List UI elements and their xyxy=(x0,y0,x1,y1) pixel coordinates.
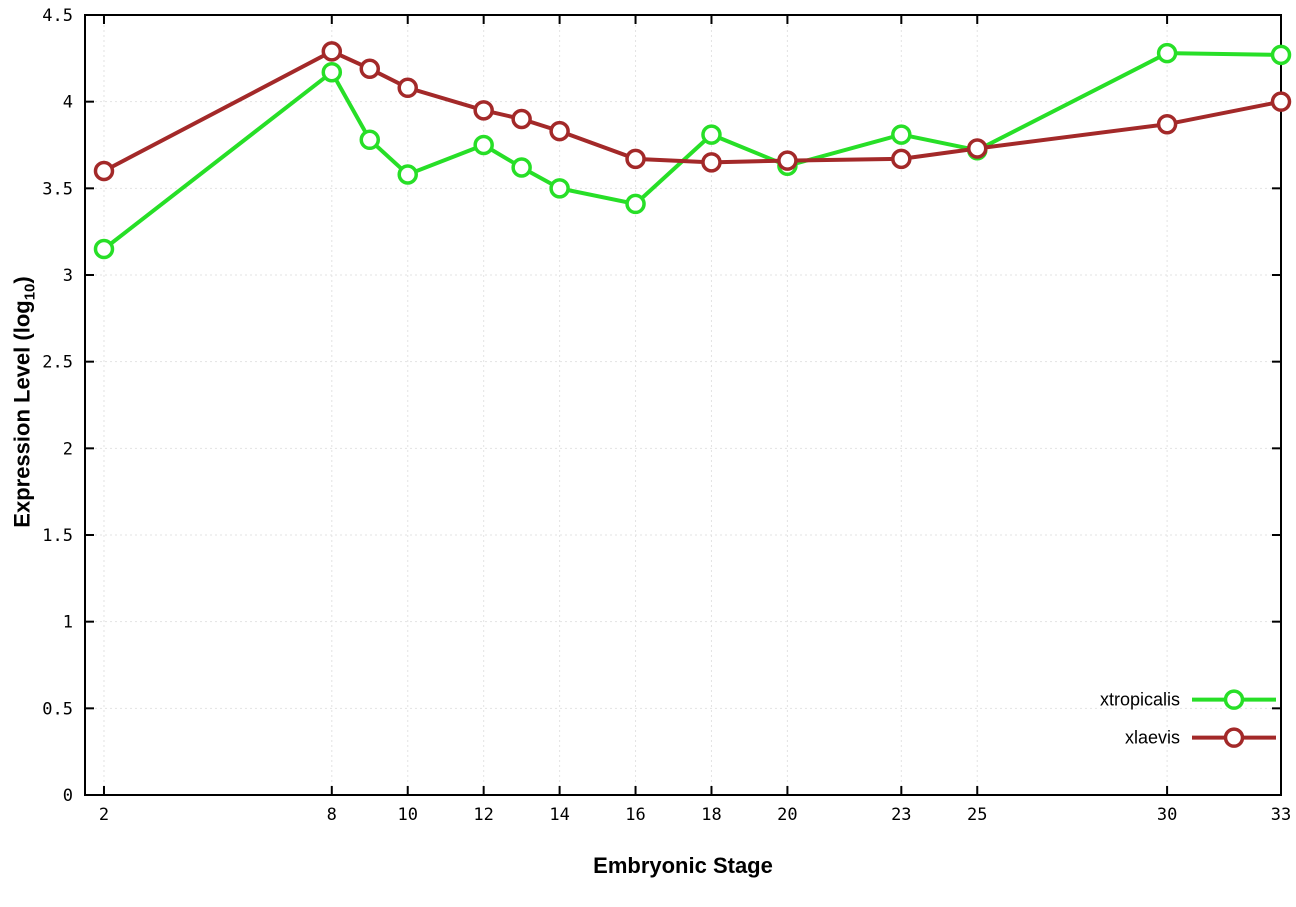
y-tick-label: 3.5 xyxy=(42,179,73,199)
data-point-xlaevis xyxy=(359,58,381,79)
data-point-xtropicalis xyxy=(891,124,912,145)
data-point-xlaevis xyxy=(1156,113,1178,135)
data-point-xtropicalis xyxy=(549,178,570,199)
y-tick-label: 3 xyxy=(63,266,73,286)
data-point-xtropicalis xyxy=(625,193,646,215)
x-tick-label: 2 xyxy=(99,805,109,825)
y-tick-label: 1 xyxy=(63,613,73,633)
data-point-xtropicalis xyxy=(701,124,722,145)
x-tick-label: 25 xyxy=(967,805,987,825)
data-point-xlaevis xyxy=(511,108,532,130)
y-axis-title-subscript: 10 xyxy=(21,283,39,301)
data-point-xlaevis xyxy=(891,148,912,170)
y-tick-label: 4 xyxy=(63,93,73,113)
data-point-xlaevis xyxy=(967,138,988,159)
legend-label-xlaevis: xlaevis xyxy=(1125,728,1180,748)
data-point-xtropicalis xyxy=(397,164,418,185)
x-tick-label: 8 xyxy=(327,805,337,825)
x-tick-label: 20 xyxy=(777,805,797,825)
data-point-xlaevis xyxy=(397,77,418,99)
data-point-xtropicalis xyxy=(321,61,343,83)
legend-label-xtropicalis: xtropicalis xyxy=(1100,690,1180,710)
y-tick-label: 2 xyxy=(63,439,73,459)
x-tick-label: 12 xyxy=(473,805,493,825)
legend-marker-xtropicalis xyxy=(1223,689,1245,710)
data-point-xlaevis xyxy=(701,152,722,173)
y-tick-label: 0.5 xyxy=(42,699,73,719)
x-tick-label: 33 xyxy=(1271,805,1291,825)
x-tick-label: 30 xyxy=(1157,805,1177,825)
data-point-xtropicalis xyxy=(1156,42,1178,64)
plot-border xyxy=(84,14,1282,796)
legend-marker-xlaevis xyxy=(1223,727,1245,748)
x-tick-label: 18 xyxy=(701,805,721,825)
x-axis-title: Embryonic Stage xyxy=(593,853,773,878)
x-tick-label: 14 xyxy=(549,805,569,825)
data-point-xlaevis xyxy=(777,150,798,171)
y-tick-label: 2.5 xyxy=(42,353,73,373)
y-tick-label: 0 xyxy=(63,786,73,806)
data-point-xtropicalis xyxy=(1270,44,1292,66)
y-axis-title: Expression Level (log10) xyxy=(9,276,38,527)
data-point-xlaevis xyxy=(549,120,570,142)
data-point-xlaevis xyxy=(93,160,115,182)
y-axis-title-close: ) xyxy=(9,276,35,284)
series-line-xtropicalis xyxy=(102,51,1282,251)
y-axis-title-text: Expression Level (log xyxy=(9,300,35,528)
data-point-xtropicalis xyxy=(93,238,115,260)
data-point-xlaevis xyxy=(473,100,494,121)
data-point-xtropicalis xyxy=(473,134,494,156)
data-point-xlaevis xyxy=(321,41,343,62)
data-point-xtropicalis xyxy=(511,157,532,178)
data-point-xlaevis xyxy=(625,148,646,170)
x-tick-label: 23 xyxy=(891,805,911,825)
x-tick-label: 10 xyxy=(397,805,417,825)
data-point-xlaevis xyxy=(1270,91,1292,112)
data-point-xtropicalis xyxy=(359,129,381,151)
x-tick-label: 16 xyxy=(625,805,645,825)
y-tick-label: 1.5 xyxy=(42,526,73,546)
y-tick-label: 4.5 xyxy=(42,6,73,26)
